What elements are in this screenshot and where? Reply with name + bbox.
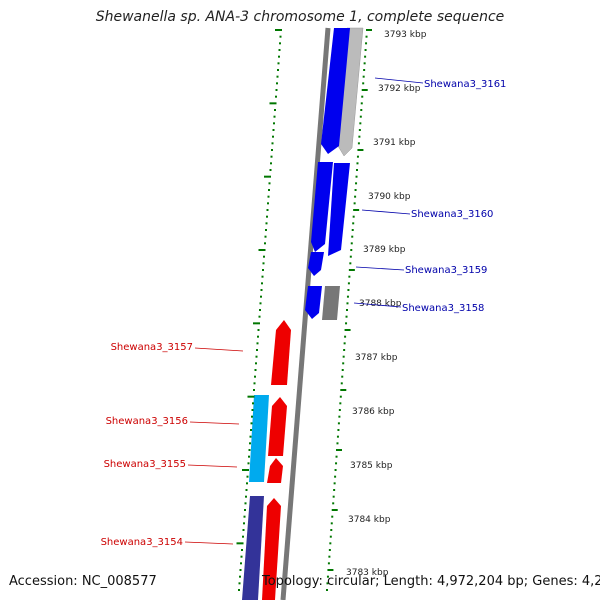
kbp-tick-label: 3793 kbp: [384, 30, 427, 40]
gene-reverse-blue-3160b[interactable]: [328, 163, 350, 256]
backbone-line: [280, 27, 331, 600]
kbp-tick-label: 3789 kbp: [363, 245, 406, 255]
gene-forward-navy-3154[interactable]: [242, 496, 264, 600]
gc-track-right: [326, 29, 372, 591]
kbp-tick-label: 3785 kbp: [350, 461, 393, 471]
gene-forward-red-3157[interactable]: [271, 320, 291, 385]
kbp-tick-label: 3791 kbp: [373, 138, 416, 148]
kbp-tick-label: 3786 kbp: [352, 407, 395, 417]
gene-reverse-blue-3158a[interactable]: [305, 286, 322, 319]
kbp-tick-label: 3787 kbp: [355, 353, 398, 363]
kbp-axis: 3793 kbp 3792 kbp 3791 kbp 3790 kbp 3789 kbp…: [346, 30, 427, 578]
gene-forward-red-3155[interactable]: [267, 458, 283, 483]
gene-label-3159[interactable]: Shewana3_3159: [405, 265, 487, 276]
gene-forward-cyan-3156[interactable]: [249, 395, 269, 482]
gene-reverse-blue-3159[interactable]: [308, 252, 324, 276]
summary-text: Topology: circular; Length: 4,972,204 bp…: [262, 574, 600, 589]
gene-label-3160[interactable]: Shewana3_3160: [411, 209, 493, 220]
kbp-tick-label: 3784 kbp: [348, 515, 391, 525]
label-leaders: [184, 77, 424, 545]
gene-label-3158[interactable]: Shewana3_3158: [402, 303, 484, 314]
kbp-tick-label: 3783 kbp: [346, 568, 389, 578]
gene-reverse-blue-3161[interactable]: [321, 28, 350, 154]
gene-reverse-grey-3158[interactable]: [322, 286, 340, 320]
gene-forward-red-3154[interactable]: [262, 498, 281, 600]
accession-text: Accession: NC_008577: [9, 574, 157, 589]
gene-label-3154[interactable]: Shewana3_3154: [101, 537, 183, 548]
gene-label-3157[interactable]: Shewana3_3157: [111, 342, 193, 353]
kbp-tick-label: 3792 kbp: [378, 84, 421, 94]
gene-label-3155[interactable]: Shewana3_3155: [104, 459, 186, 470]
gc-track-left: [236, 29, 282, 591]
kbp-tick-label: 3790 kbp: [368, 192, 411, 202]
map-title: Shewanella sp. ANA-3 chromosome 1, compl…: [95, 9, 505, 25]
gene-forward-red-3156[interactable]: [268, 397, 287, 456]
gene-label-3156[interactable]: Shewana3_3156: [106, 416, 188, 427]
gene-label-3161[interactable]: Shewana3_3161: [424, 79, 506, 90]
kbp-tick-label: 3788 kbp: [359, 299, 402, 309]
gene-reverse-blue-3160a[interactable]: [311, 162, 333, 252]
